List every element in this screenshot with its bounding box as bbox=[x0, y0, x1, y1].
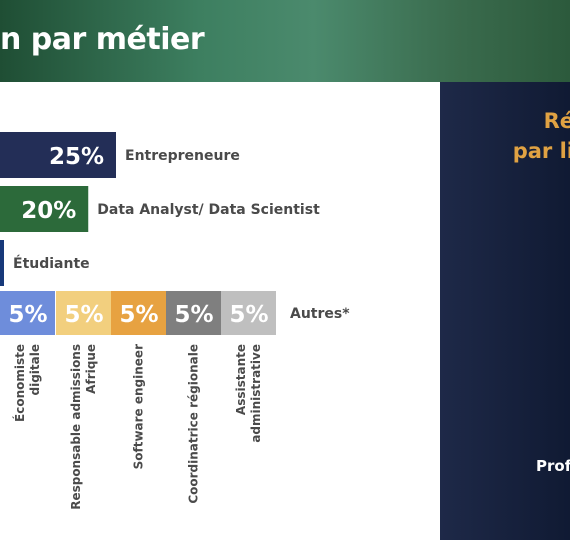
autres-segment-5-label-line-2: administrative bbox=[249, 344, 263, 443]
autres-segment-1-label-line-1: Économiste bbox=[12, 344, 27, 422]
right-panel-title: Ré par li bbox=[513, 106, 570, 166]
autres-segment-2-label-line-2: Afrique bbox=[84, 344, 98, 394]
autres-segment-3 bbox=[111, 291, 166, 335]
bar-1-label: Entrepreneure bbox=[125, 148, 240, 164]
bar-2-label: Data Analyst/ Data Scientist bbox=[97, 202, 320, 218]
autres-segment-1 bbox=[0, 291, 55, 335]
autres-label: Autres* bbox=[290, 306, 350, 322]
autres-segment-5-label-line-1: Assistante bbox=[234, 344, 248, 415]
bar-2-value: 20% bbox=[21, 198, 76, 224]
bar-1 bbox=[0, 132, 116, 178]
bar-3-label: Étudiante bbox=[13, 255, 90, 272]
autres-segment-1-value: 5% bbox=[8, 302, 47, 328]
autres-segment-3-label-line-1: Software engineer bbox=[132, 344, 146, 469]
autres-segment-5-value: 5% bbox=[229, 302, 268, 328]
autres-segment-2 bbox=[56, 291, 111, 335]
right-panel-title-line2: par li bbox=[512, 139, 570, 163]
autres-segment-2-value: 5% bbox=[64, 302, 103, 328]
bar-3 bbox=[0, 240, 4, 286]
header-banner: n par métier bbox=[0, 0, 570, 82]
right-panel-subtitle: Prof bbox=[536, 457, 570, 475]
bar-2 bbox=[0, 186, 89, 232]
page-title: n par métier bbox=[0, 22, 205, 57]
autres-segment-5 bbox=[221, 291, 276, 335]
autres-segment-2-label-line-1: Responsable admissions bbox=[69, 344, 83, 510]
autres-segment-4-value: 5% bbox=[174, 302, 213, 328]
autres-segment-4-label-line-1: Coordinatrice régionale bbox=[187, 344, 201, 504]
chart-area: 25% Entrepreneure 20% Data Analyst/ Data Sc… bbox=[0, 82, 440, 540]
right-panel: Ré par li Prof bbox=[440, 82, 570, 540]
bar-chart: 25% Entrepreneure 20% Data Analyst/ Data Sc… bbox=[0, 132, 350, 510]
autres-segment-4 bbox=[166, 291, 221, 335]
autres-segment-1-label-line-2: digitale bbox=[28, 344, 42, 396]
bar-1-value: 25% bbox=[49, 144, 104, 170]
autres-segment-3-value: 5% bbox=[119, 302, 158, 328]
right-panel-title-line1: Ré bbox=[543, 109, 570, 133]
